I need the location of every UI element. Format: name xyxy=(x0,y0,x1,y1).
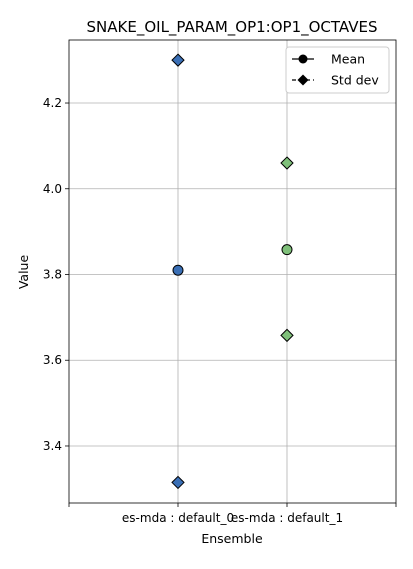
y-tick-label: 4.0 xyxy=(43,182,62,196)
legend-label: Std dev xyxy=(331,73,379,88)
y-tick-label: 4.2 xyxy=(43,96,62,110)
plot-area-border xyxy=(68,39,397,504)
data-markers xyxy=(171,53,294,490)
y-tick-label: 3.6 xyxy=(43,353,62,367)
mean-marker xyxy=(281,244,293,256)
y-axis: 3.4 3.6 3.8 4.0 4.2 xyxy=(43,96,69,453)
std-dev-lower-marker xyxy=(171,475,185,490)
std-dev-lower-marker xyxy=(280,328,294,343)
y-axis-label: Value xyxy=(16,255,31,290)
x-tick-label: es-mda : default_1 xyxy=(231,511,343,525)
chart-title: SNAKE_OIL_PARAM_OP1:OP1_OCTAVES xyxy=(87,18,378,37)
std-dev-upper-marker xyxy=(171,53,185,67)
y-tick-label: 3.8 xyxy=(43,268,62,282)
plot-frame xyxy=(68,39,397,504)
x-axis: es-mda : default_0es-mda : default_1 xyxy=(68,503,397,525)
legend-label: Mean xyxy=(331,52,365,67)
mean-marker xyxy=(172,264,184,276)
std-dev-upper-marker xyxy=(280,156,294,170)
grid xyxy=(69,40,396,503)
legend-std-dev-marker xyxy=(297,74,309,86)
legend-mean-marker xyxy=(298,54,308,64)
x-tick-label: es-mda : default_0 xyxy=(122,511,234,525)
legend: Mean Std dev xyxy=(285,46,390,94)
y-tick-label: 3.4 xyxy=(43,439,62,453)
x-axis-label: Ensemble xyxy=(201,531,263,546)
